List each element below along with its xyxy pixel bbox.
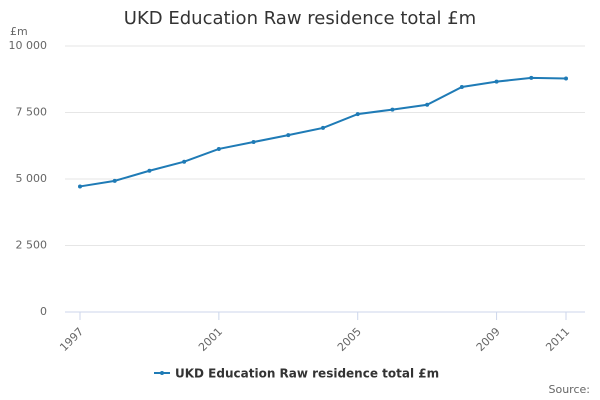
x-tick-label: 1997 (57, 325, 86, 354)
point (251, 140, 256, 145)
point (216, 146, 221, 151)
y-tick-label: 0 (40, 305, 47, 318)
point (78, 184, 82, 189)
x-tick-label: 2001 (196, 325, 225, 354)
point (390, 107, 395, 112)
x-tick-label: 2009 (474, 325, 503, 354)
chart-title: UKD Education Raw residence total £m (124, 8, 476, 29)
point (529, 75, 534, 80)
point (459, 84, 464, 89)
point (425, 102, 430, 107)
legend-marker (160, 371, 164, 375)
x-tick-label: 2011 (543, 325, 572, 354)
point (182, 159, 187, 164)
y-tick-label: 5 000 (16, 172, 48, 185)
legend-label: UKD Education Raw residence total £m (175, 367, 439, 381)
y-axis-label: £m (10, 25, 28, 38)
y-tick-label: 7 500 (16, 106, 48, 119)
point (286, 133, 291, 138)
point (494, 79, 499, 84)
point (147, 168, 152, 173)
y-tick-label: 10 000 (9, 39, 48, 52)
point (564, 76, 568, 81)
point (321, 125, 325, 130)
y-tick-label: 2 500 (16, 239, 48, 252)
point (355, 112, 360, 117)
point (112, 178, 117, 183)
line (79, 76, 567, 188)
x-tick-label: 2005 (335, 325, 364, 354)
source: Source: (549, 383, 591, 396)
